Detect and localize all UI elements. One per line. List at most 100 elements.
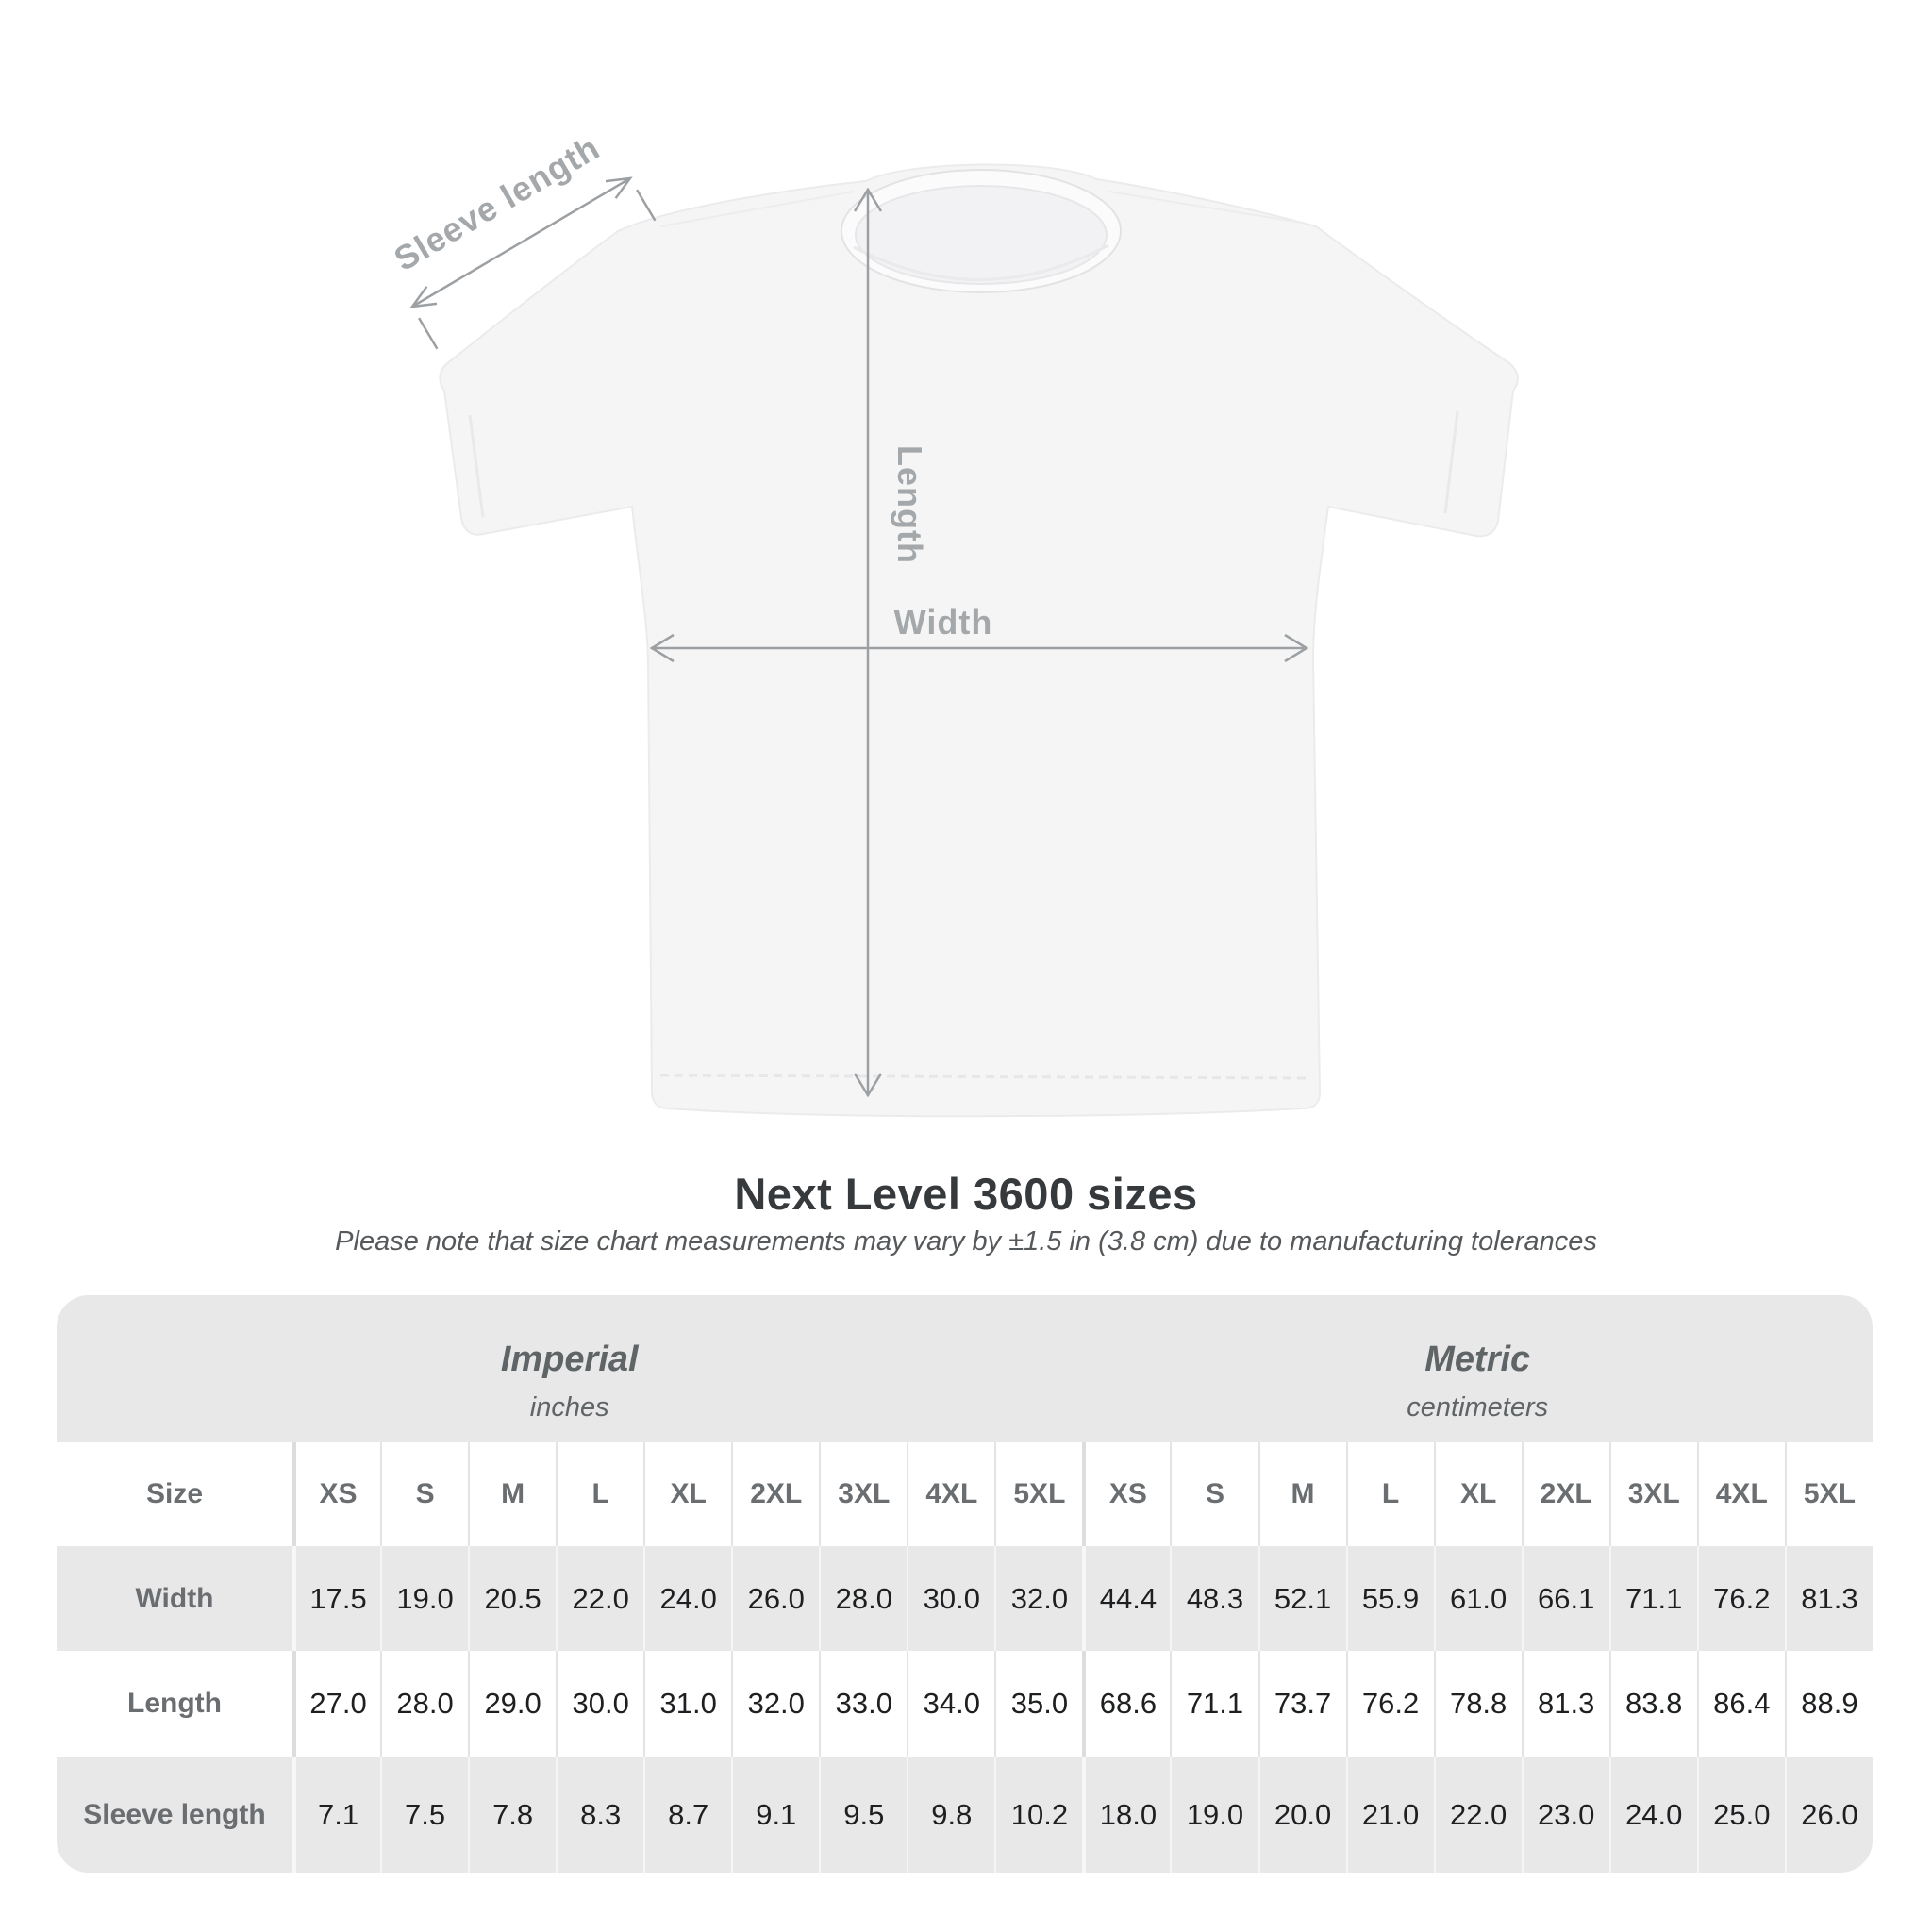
cell-metric-m: 20.0: [1257, 1757, 1346, 1873]
size-header-imperial-s: S: [380, 1442, 469, 1546]
left-cuff-seam: [468, 414, 485, 518]
cell-metric-4xl: 76.2: [1696, 1546, 1785, 1651]
cell-imperial-2xl: 9.1: [731, 1757, 820, 1873]
cell-metric-2xl: 23.0: [1521, 1757, 1609, 1873]
cell-metric-l: 76.2: [1345, 1651, 1434, 1757]
cell-imperial-3xl: 9.5: [819, 1757, 908, 1873]
cell-imperial-l: 22.0: [556, 1546, 644, 1651]
cell-imperial-m: 20.5: [468, 1546, 557, 1651]
cell-imperial-4xl: 34.0: [907, 1651, 995, 1757]
unit-group-unit: inches: [529, 1391, 609, 1423]
cell-imperial-s: 7.5: [380, 1757, 469, 1873]
cell-imperial-xs: 17.5: [292, 1546, 381, 1651]
cell-imperial-xl: 31.0: [643, 1651, 732, 1757]
cell-imperial-5xl: 10.2: [994, 1757, 1083, 1873]
size-header-imperial-2xl: 2XL: [731, 1442, 820, 1546]
size-header-imperial-5xl: 5XL: [994, 1442, 1083, 1546]
cell-imperial-m: 7.8: [468, 1757, 557, 1873]
cell-metric-4xl: 25.0: [1696, 1757, 1785, 1873]
right-shoulder-seam: [1108, 191, 1303, 224]
cell-imperial-5xl: 35.0: [994, 1651, 1083, 1757]
cell-metric-5xl: 81.3: [1784, 1546, 1873, 1651]
size-header-imperial-xs: XS: [292, 1442, 381, 1546]
cell-metric-xl: 78.8: [1433, 1651, 1522, 1757]
tshirt-measurement-diagram: Sleeve length Length Width: [388, 127, 1519, 1118]
size-header-row: Size XS S M L XL 2XL 3XL 4XL 5XL XS S M L XL 2XL 3XL 4XL 5…: [57, 1442, 1873, 1546]
right-cuff-seam: [1443, 410, 1459, 514]
tolerance-note: Please note that size chart measurements…: [335, 1226, 1597, 1257]
row-label: Width: [57, 1546, 292, 1651]
table-row-length: Length 27.0 28.0 29.0 30.0 31.0 32.0 33.0 34.0 35…: [57, 1651, 1873, 1757]
cell-metric-xs: 68.6: [1082, 1651, 1171, 1757]
cell-imperial-3xl: 28.0: [819, 1546, 908, 1651]
size-header-metric-l: L: [1345, 1442, 1434, 1546]
cell-metric-xl: 61.0: [1433, 1546, 1522, 1651]
cell-imperial-xl: 24.0: [643, 1546, 732, 1651]
size-corner-label: Size: [57, 1442, 292, 1546]
sleeve-length-arrow: [409, 176, 657, 350]
size-header-imperial-3xl: 3XL: [819, 1442, 908, 1546]
table-row-sleeve-length: Sleeve length 7.1 7.5 7.8 8.3 8.7 9.1 9.5 9.8 10.…: [57, 1757, 1873, 1873]
size-header-metric-m: M: [1257, 1442, 1346, 1546]
collar-inner: [855, 185, 1108, 285]
unit-group-imperial: Imperial inches: [57, 1295, 1083, 1442]
cell-metric-xl: 22.0: [1433, 1757, 1522, 1873]
cell-metric-s: 71.1: [1170, 1651, 1258, 1757]
width-label: Width: [894, 603, 993, 641]
cell-metric-2xl: 66.1: [1521, 1546, 1609, 1651]
cell-metric-m: 52.1: [1257, 1546, 1346, 1651]
size-header-imperial-4xl: 4XL: [907, 1442, 995, 1546]
tshirt-graphic: Sleeve length Length Width: [388, 127, 1519, 1118]
unit-group-metric: Metric centimeters: [1082, 1295, 1873, 1442]
size-table: Imperial inches Metric centimeters Size XS S M L…: [57, 1295, 1873, 1873]
unit-group-unit: centimeters: [1407, 1391, 1549, 1423]
hem-stitch-seam: [659, 1074, 1312, 1080]
page-title: Next Level 3600 sizes: [734, 1169, 1198, 1219]
cell-imperial-3xl: 33.0: [819, 1651, 908, 1757]
unit-group-name: Imperial: [500, 1339, 639, 1379]
tshirt-body: [439, 163, 1519, 1118]
unit-group-row: Imperial inches Metric centimeters: [57, 1295, 1873, 1442]
cell-imperial-2xl: 32.0: [731, 1651, 820, 1757]
cell-imperial-5xl: 32.0: [994, 1546, 1083, 1651]
cell-metric-xs: 18.0: [1082, 1757, 1171, 1873]
cell-metric-xs: 44.4: [1082, 1546, 1171, 1651]
table-row-width: Width 17.5 19.0 20.5 22.0 24.0 26.0 28.0 30.0 32.…: [57, 1546, 1873, 1651]
cell-metric-5xl: 88.9: [1784, 1651, 1873, 1757]
cell-imperial-xs: 27.0: [292, 1651, 381, 1757]
size-header-metric-2xl: 2XL: [1521, 1442, 1609, 1546]
cell-metric-5xl: 26.0: [1784, 1757, 1873, 1873]
cell-metric-3xl: 83.8: [1608, 1651, 1697, 1757]
cell-metric-s: 19.0: [1170, 1757, 1258, 1873]
cell-imperial-m: 29.0: [468, 1651, 557, 1757]
cell-metric-l: 21.0: [1345, 1757, 1434, 1873]
size-header-metric-xs: XS: [1082, 1442, 1171, 1546]
cell-metric-s: 48.3: [1170, 1546, 1258, 1651]
cell-imperial-2xl: 26.0: [731, 1546, 820, 1651]
length-arrow: [853, 187, 883, 1098]
cell-metric-4xl: 86.4: [1696, 1651, 1785, 1757]
size-header-imperial-l: L: [556, 1442, 644, 1546]
cell-metric-3xl: 24.0: [1608, 1757, 1697, 1873]
size-header-imperial-m: M: [468, 1442, 557, 1546]
cell-imperial-xl: 8.7: [643, 1757, 732, 1873]
width-arrow: [649, 633, 1309, 663]
cell-imperial-xs: 7.1: [292, 1757, 381, 1873]
cell-imperial-l: 30.0: [556, 1651, 644, 1757]
collar-shadow: [853, 243, 1109, 281]
size-header-metric-xl: XL: [1433, 1442, 1522, 1546]
size-header-imperial-xl: XL: [643, 1442, 732, 1546]
cell-metric-l: 55.9: [1345, 1546, 1434, 1651]
size-header-metric-5xl: 5XL: [1784, 1442, 1873, 1546]
size-header-metric-s: S: [1170, 1442, 1258, 1546]
cell-metric-2xl: 81.3: [1521, 1651, 1609, 1757]
size-header-metric-3xl: 3XL: [1608, 1442, 1697, 1546]
cell-imperial-4xl: 30.0: [907, 1546, 995, 1651]
cell-imperial-4xl: 9.8: [907, 1757, 995, 1873]
size-header-metric-4xl: 4XL: [1696, 1442, 1785, 1546]
left-shoulder-seam: [659, 191, 855, 227]
row-label: Sleeve length: [57, 1757, 292, 1873]
cell-imperial-s: 19.0: [380, 1546, 469, 1651]
unit-group-name: Metric: [1424, 1339, 1531, 1379]
row-label: Length: [57, 1651, 292, 1757]
